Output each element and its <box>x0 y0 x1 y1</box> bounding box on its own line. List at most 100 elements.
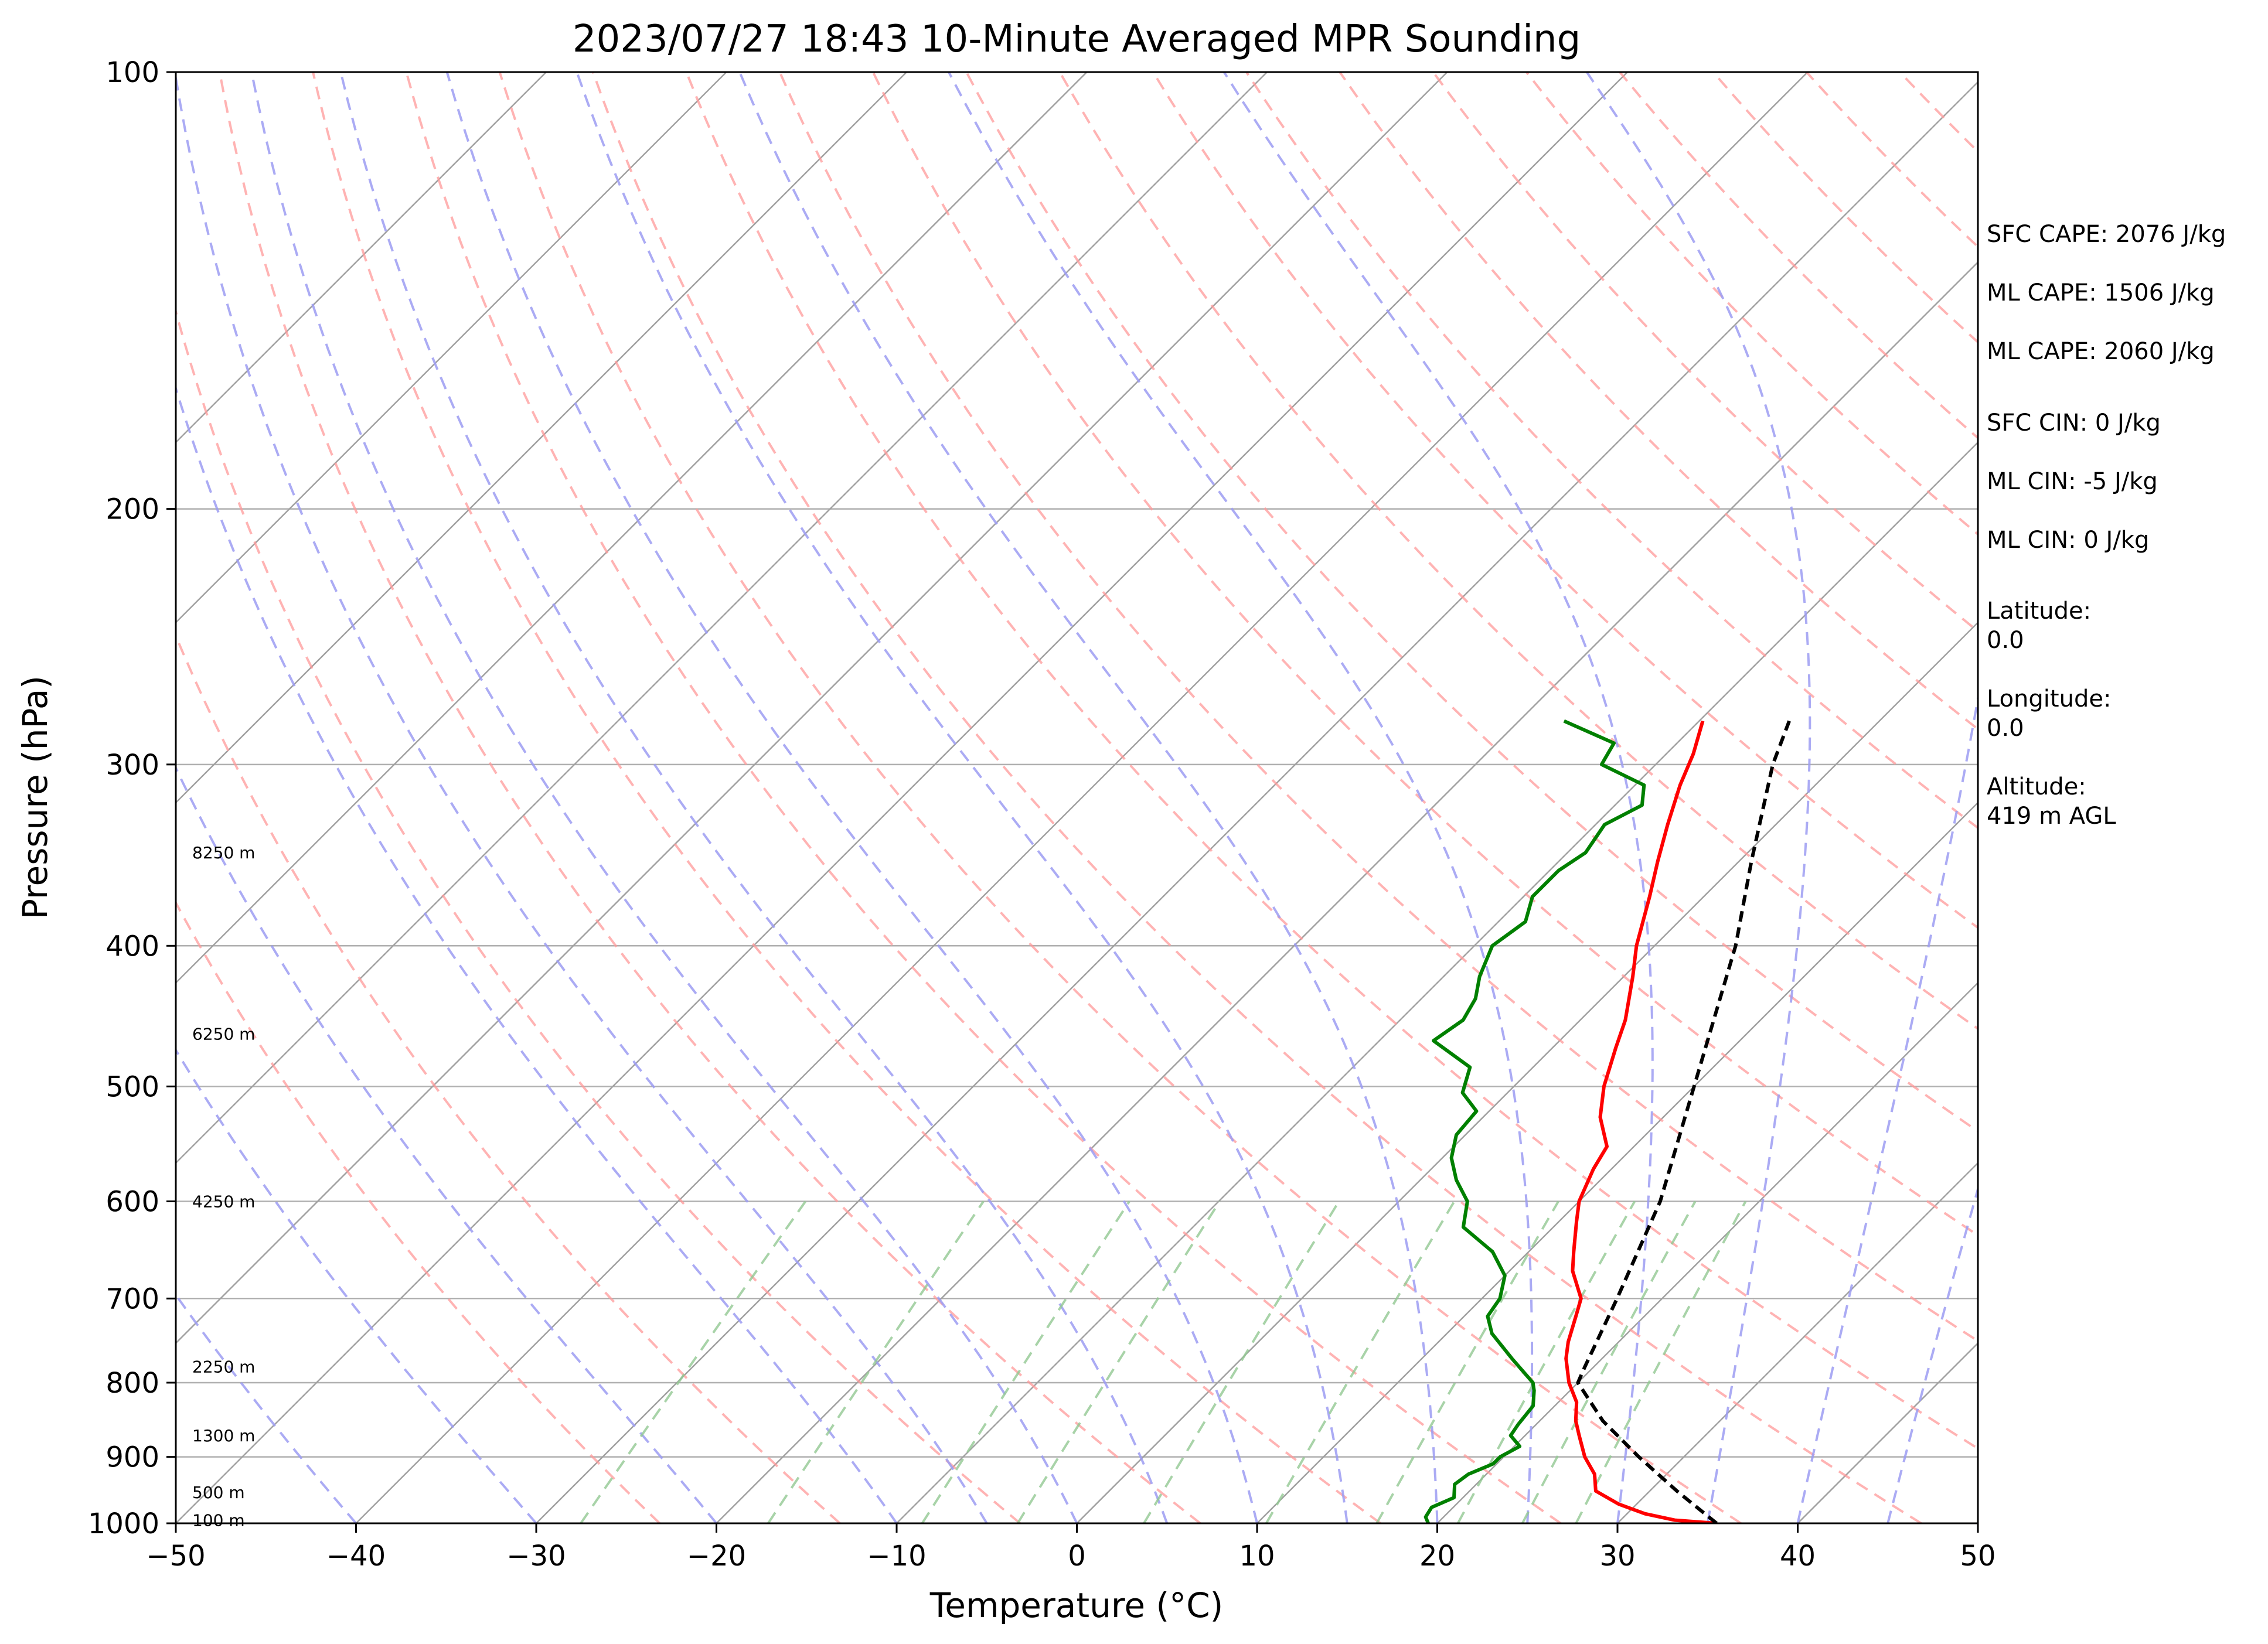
mixing-ratio-line <box>1265 1200 1456 1523</box>
dry-adiabat-line <box>965 72 1978 1133</box>
y-tick-label: 1000 <box>88 1507 159 1540</box>
isotherm-line <box>176 72 1268 1164</box>
y-tick-label: 100 <box>105 56 159 89</box>
isotherm-line <box>1436 981 1978 1523</box>
isotherm-line <box>716 261 1978 1523</box>
height-label: 4250 m <box>192 1192 255 1211</box>
y-tick-label: 500 <box>105 1070 159 1103</box>
longitude-label: Longitude: 0.0 <box>1987 684 2111 743</box>
ml-cin-1-line: ML CIN: -5 J/kg <box>1987 468 2158 495</box>
moist-adiabat-line <box>176 72 988 1523</box>
sfc-cape-line: SFC CAPE: 2076 J/kg <box>1987 221 2226 248</box>
dry-adiabat-line <box>1712 72 1978 344</box>
moist-adiabat-line <box>176 1048 537 1523</box>
mixing-ratio-line <box>1521 1200 1697 1523</box>
height-label: 1300 m <box>192 1426 255 1445</box>
height-label: 6250 m <box>192 1025 255 1044</box>
sounding-profiles <box>1424 719 1791 1523</box>
moist-adiabat-line <box>948 72 1534 1523</box>
height-label: 8250 m <box>192 843 255 862</box>
moist-adiabat-line <box>1222 72 1654 1523</box>
mixing-ratio-line <box>767 1200 985 1523</box>
isotherm-line <box>176 72 727 624</box>
temperature-line <box>1564 720 1717 1523</box>
mixing-ratio-line <box>580 1200 807 1523</box>
longitude-line: 0.0 <box>1987 715 2024 742</box>
ml-cin-2-line: ML CIN: 0 J/kg <box>1987 527 2150 554</box>
moist-adiabat-line <box>176 1292 357 1523</box>
ml-cin-2-label: ML CIN: 0 J/kg <box>1987 526 2149 555</box>
isotherm-line <box>176 72 547 444</box>
dry-adiabat-line <box>778 72 1978 1343</box>
dry-adiabat-line <box>312 72 1381 1523</box>
dry-adiabat-line <box>405 72 1562 1523</box>
latitude-line: Latitude: <box>1987 598 2092 625</box>
height-label: 500 m <box>192 1483 245 1502</box>
x-tick-label: 40 <box>1780 1540 1816 1573</box>
x-tick-label: −40 <box>326 1540 386 1573</box>
latitude-label: Latitude: 0.0 <box>1987 596 2091 655</box>
isotherm-line <box>1076 621 1978 1523</box>
isotherm-line <box>176 72 1628 1523</box>
y-tick-label: 700 <box>105 1283 159 1315</box>
x-tick-label: 10 <box>1239 1540 1275 1573</box>
y-axis: 1000 900 800 700 600 500 400 300 200 100 <box>88 56 176 1540</box>
isotherm-line <box>1256 801 1978 1523</box>
dry-adiabat-line <box>218 72 1201 1523</box>
height-labels: 8250 m 6250 m 4250 m 2250 m 1300 m 500 m 100 m <box>192 843 255 1530</box>
moist-adiabat-line <box>575 72 1348 1523</box>
dry-adiabat-line <box>1152 72 1978 929</box>
moist-adiabat-line <box>339 72 1169 1523</box>
ml-cin-1-label: ML CIN: -5 J/kg <box>1987 467 2158 496</box>
isotherm-line <box>355 72 1809 1523</box>
chart-title: 2023/07/27 18:43 10-Minute Averaged MPR … <box>573 18 1581 61</box>
moist-adiabat-line <box>1796 691 1978 1523</box>
dry-adiabat-line <box>685 72 1978 1450</box>
x-tick-label: −20 <box>687 1540 746 1573</box>
mixing-ratio-line <box>1375 1200 1559 1523</box>
altitude-label: Altitude: 419 m AGL <box>1987 772 2116 831</box>
parcel-profile-line <box>1576 720 1791 1523</box>
y-tick-label: 800 <box>105 1367 159 1400</box>
moist-adiabat-line <box>1886 1185 1978 1523</box>
mixing-ratio-line <box>1016 1200 1221 1523</box>
x-tick-label: −50 <box>146 1540 205 1573</box>
latitude-line: 0.0 <box>1987 627 2024 654</box>
sfc-cape-label: SFC CAPE: 2076 J/kg <box>1987 220 2226 249</box>
dry-adiabat-line <box>176 633 841 1523</box>
ml-cape-2-label: ML CAPE: 2060 J/kg <box>1987 337 2215 366</box>
isotherm-line <box>176 72 907 804</box>
dry-adiabat-line <box>592 72 1922 1523</box>
x-tick-label: 0 <box>1068 1540 1086 1573</box>
x-tick-label: 30 <box>1599 1540 1635 1573</box>
longitude-line: Longitude: <box>1987 685 2112 712</box>
x-tick-label: −30 <box>506 1540 566 1573</box>
height-label: 2250 m <box>192 1358 255 1377</box>
isotherm-line <box>176 72 1088 984</box>
dry-adiabat-line <box>176 900 660 1523</box>
ml-cape-2-line: ML CAPE: 2060 J/kg <box>1987 338 2215 365</box>
isotherm-line <box>896 441 1978 1523</box>
dry-adiabat-line <box>1058 72 1978 1031</box>
moist-adiabat-line <box>250 72 1078 1523</box>
mixing-ratio-line <box>1456 1200 1636 1523</box>
ml-cape-1-line: ML CAPE: 1506 J/kg <box>1987 279 2215 306</box>
isotherm-line <box>1617 1162 1978 1523</box>
y-tick-label: 300 <box>105 749 159 782</box>
x-tick-label: 50 <box>1960 1540 1995 1573</box>
isotherm-line <box>536 81 1978 1523</box>
moist-adiabat-line <box>176 765 718 1523</box>
sfc-cin-label: SFC CIN: 0 J/kg <box>1987 408 2161 438</box>
ml-cape-1-label: ML CAPE: 1506 J/kg <box>1987 278 2215 308</box>
sfc-cin-line: SFC CIN: 0 J/kg <box>1987 410 2161 436</box>
isotherm-line <box>176 72 1448 1345</box>
moist-adiabat-line <box>176 384 898 1523</box>
dry-adiabat-line <box>498 72 1742 1523</box>
moist-adiabat-line <box>1585 72 1811 1523</box>
mixing-ratio-line <box>1575 1200 1747 1523</box>
x-tick-label: 20 <box>1419 1540 1455 1573</box>
moist-adiabat-line <box>738 72 1439 1523</box>
altitude-line: Altitude: <box>1987 773 2086 800</box>
y-axis-title: Pressure (hPa) <box>15 676 55 919</box>
